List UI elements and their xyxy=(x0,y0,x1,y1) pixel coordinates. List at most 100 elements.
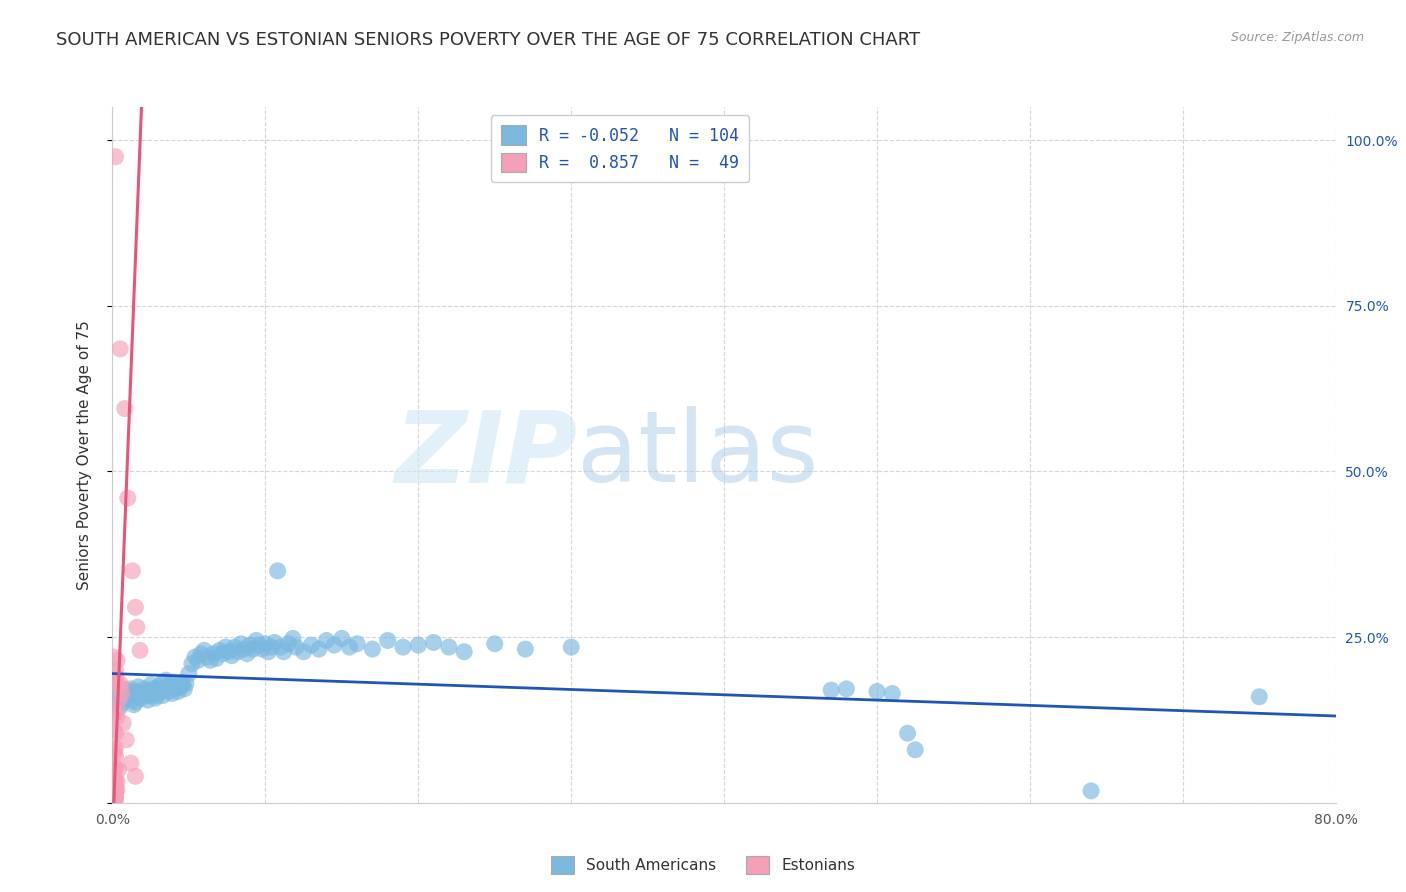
Point xyxy=(484,637,506,651)
Point xyxy=(104,663,127,677)
Point xyxy=(103,650,125,665)
Point xyxy=(103,779,125,793)
Point xyxy=(292,645,315,659)
Point xyxy=(143,691,166,706)
Point xyxy=(103,723,125,737)
Point xyxy=(866,684,889,698)
Point xyxy=(315,633,337,648)
Point xyxy=(299,638,322,652)
Point xyxy=(104,781,127,796)
Point xyxy=(242,642,264,657)
Point xyxy=(195,650,218,665)
Point xyxy=(103,792,125,806)
Point xyxy=(127,680,149,694)
Point xyxy=(104,741,127,756)
Point xyxy=(108,680,131,694)
Point xyxy=(139,678,162,692)
Text: atlas: atlas xyxy=(578,407,818,503)
Point xyxy=(200,653,222,667)
Point xyxy=(103,759,125,773)
Point xyxy=(281,632,304,646)
Point xyxy=(257,645,280,659)
Point xyxy=(157,684,180,698)
Point xyxy=(107,763,129,777)
Point xyxy=(187,653,209,667)
Point xyxy=(361,642,384,657)
Y-axis label: Seniors Poverty Over the Age of 75: Seniors Poverty Over the Age of 75 xyxy=(77,320,91,590)
Point xyxy=(125,684,148,698)
Point xyxy=(104,670,127,684)
Point xyxy=(160,686,183,700)
Point xyxy=(233,642,256,657)
Point xyxy=(284,640,308,654)
Point xyxy=(105,693,128,707)
Point xyxy=(146,689,169,703)
Point xyxy=(117,689,139,703)
Point xyxy=(103,784,125,798)
Point xyxy=(820,683,842,698)
Point xyxy=(226,645,249,659)
Point xyxy=(260,640,283,654)
Point xyxy=(1249,690,1271,704)
Point xyxy=(104,791,127,805)
Point xyxy=(167,684,190,698)
Point xyxy=(112,686,135,700)
Point xyxy=(273,645,295,659)
Point xyxy=(560,640,582,654)
Point xyxy=(150,676,173,690)
Point xyxy=(108,676,131,690)
Point xyxy=(114,401,136,416)
Point xyxy=(835,681,858,696)
Point xyxy=(103,743,125,757)
Point xyxy=(124,600,146,615)
Point xyxy=(105,774,128,789)
Point xyxy=(170,675,193,690)
Point xyxy=(104,749,127,764)
Point xyxy=(177,666,200,681)
Point xyxy=(211,647,233,661)
Point xyxy=(214,640,236,654)
Point xyxy=(124,769,146,783)
Point xyxy=(152,689,174,703)
Point xyxy=(166,678,188,692)
Point xyxy=(156,680,179,694)
Point xyxy=(117,491,139,505)
Point xyxy=(103,746,125,760)
Point xyxy=(136,693,159,707)
Point xyxy=(330,632,353,646)
Point xyxy=(138,689,160,703)
Point xyxy=(254,637,277,651)
Point xyxy=(111,697,134,711)
Point xyxy=(125,620,148,634)
Point xyxy=(142,681,165,696)
Point xyxy=(103,776,125,790)
Point xyxy=(453,645,475,659)
Point xyxy=(103,763,125,777)
Point xyxy=(408,638,430,652)
Point xyxy=(104,785,127,799)
Point xyxy=(103,788,125,802)
Point xyxy=(104,676,127,690)
Point xyxy=(247,638,270,652)
Point xyxy=(346,637,368,651)
Point xyxy=(141,686,163,700)
Point xyxy=(104,772,127,787)
Point xyxy=(193,643,215,657)
Point xyxy=(105,782,128,797)
Point xyxy=(245,633,267,648)
Point xyxy=(266,564,288,578)
Text: Source: ZipAtlas.com: Source: ZipAtlas.com xyxy=(1230,31,1364,45)
Point xyxy=(107,693,129,707)
Point xyxy=(202,647,225,661)
Point xyxy=(252,642,274,657)
Point xyxy=(224,640,246,654)
Point xyxy=(115,732,138,747)
Point xyxy=(181,657,204,671)
Point xyxy=(172,678,194,692)
Point xyxy=(103,703,125,717)
Point xyxy=(131,691,153,706)
Point xyxy=(218,645,240,659)
Point xyxy=(904,743,927,757)
Point xyxy=(114,683,136,698)
Point xyxy=(236,647,259,661)
